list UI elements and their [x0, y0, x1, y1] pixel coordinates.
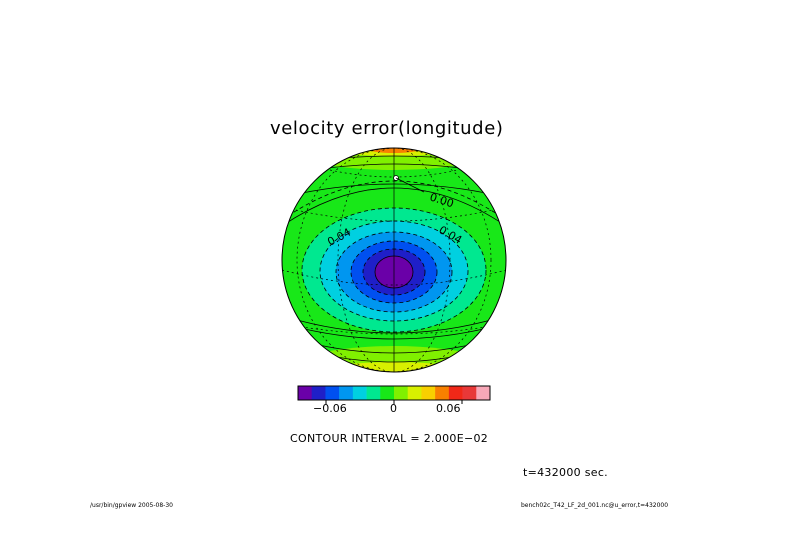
colorbar-swatch	[462, 386, 477, 400]
globe-outline	[281, 147, 507, 373]
colorbar-swatch	[352, 386, 367, 400]
colorbar-swatch	[311, 386, 326, 400]
colorbar-swatch	[448, 386, 463, 400]
colorbar-swatch	[476, 386, 491, 400]
colorbar-tick-label: 0	[390, 402, 397, 415]
time-label: t=432000 sec.	[523, 466, 608, 479]
colorbar-swatch	[366, 386, 381, 400]
colorbar-swatch	[394, 386, 409, 400]
colorbar-swatch	[380, 386, 395, 400]
footer-left: /usr/bin/gpview 2005-08-30	[90, 502, 173, 509]
colorbar-swatch	[298, 386, 313, 400]
colorbar-swatch	[407, 386, 422, 400]
colorbar-swatch	[325, 386, 340, 400]
colorbar-ticks	[325, 400, 463, 404]
graticule	[282, 148, 506, 372]
footer-right: bench02c_T42_LF_2d_001.nc@u_error,t=4320…	[521, 502, 669, 509]
contour-label-leader	[395, 177, 425, 193]
colorbar-tick-label: −0.06	[313, 402, 347, 415]
colorbar-swatch	[339, 386, 354, 400]
colorbar	[297, 385, 491, 401]
contour-interval-label: CONTOUR INTERVAL = 2.000E−02	[290, 432, 489, 445]
colorbar-swatch	[435, 386, 450, 400]
colorbar-tick-label: 0.06	[436, 402, 461, 415]
plot-title: velocity error(longitude)	[270, 118, 504, 139]
colorbar-swatch	[421, 386, 436, 400]
